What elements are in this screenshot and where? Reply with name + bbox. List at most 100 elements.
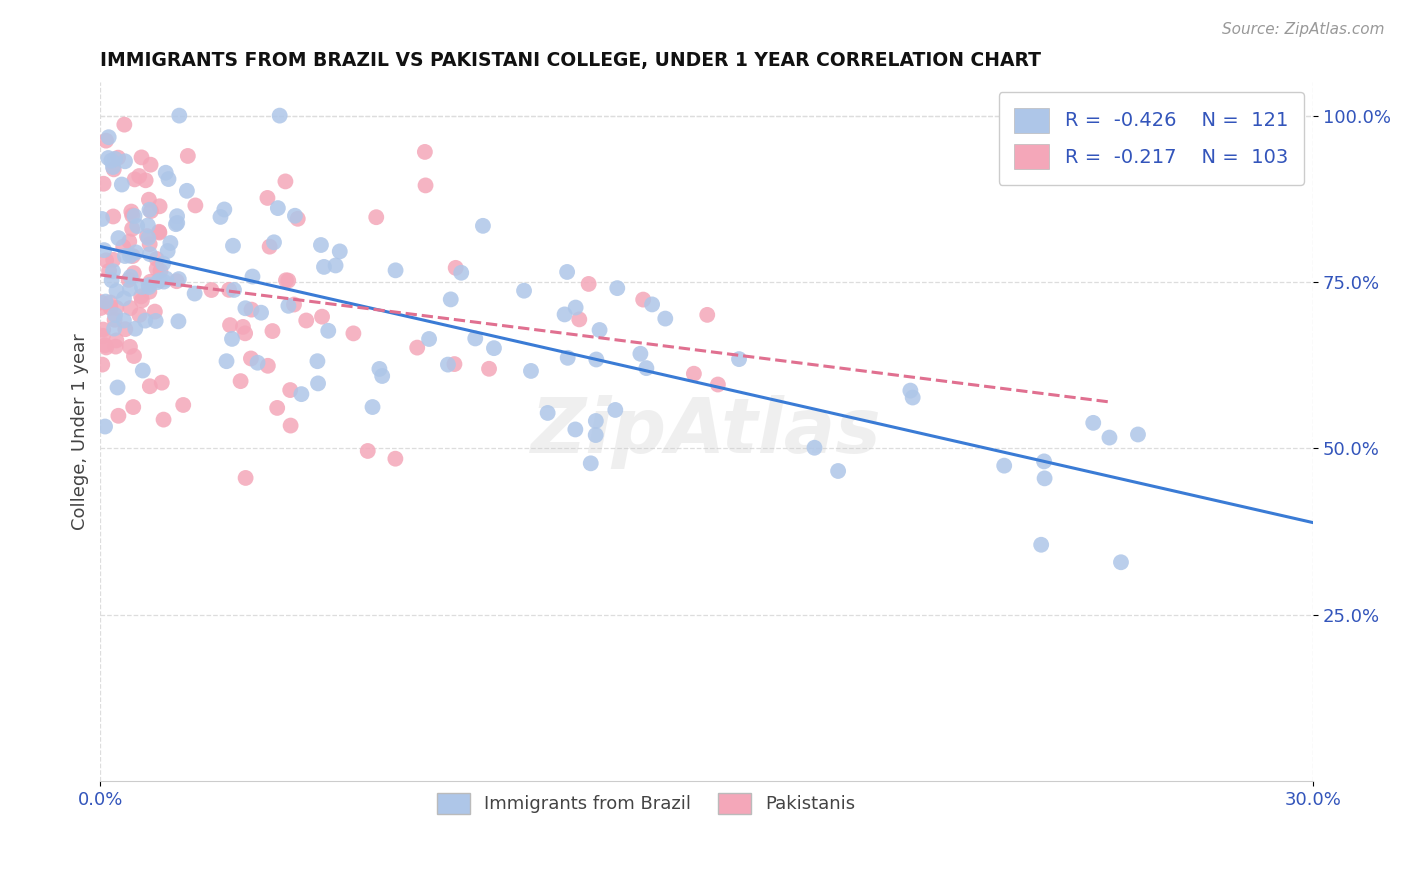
Point <box>993 458 1015 473</box>
Point <box>169 109 191 123</box>
Point <box>121 208 143 222</box>
Point <box>157 172 180 186</box>
Point <box>90 295 112 310</box>
Point <box>145 261 167 276</box>
Point <box>167 314 190 328</box>
Point <box>167 272 190 286</box>
Point <box>112 313 135 327</box>
Point <box>100 273 122 287</box>
Point <box>136 229 159 244</box>
Point <box>266 401 288 415</box>
Point <box>311 310 333 324</box>
Point <box>105 284 128 298</box>
Point <box>148 225 170 239</box>
Point <box>585 414 607 428</box>
Point <box>239 351 262 366</box>
Point <box>520 364 543 378</box>
Point <box>209 210 232 224</box>
Point <box>464 331 486 345</box>
Point <box>803 441 825 455</box>
Point <box>1033 454 1056 468</box>
Point <box>1033 471 1056 485</box>
Point <box>118 249 141 263</box>
Point <box>103 162 125 177</box>
Point <box>578 277 600 291</box>
Point <box>233 326 256 341</box>
Point <box>97 151 120 165</box>
Point <box>901 391 924 405</box>
Point <box>103 252 125 267</box>
Point <box>104 312 127 326</box>
Point <box>262 324 284 338</box>
Point <box>152 412 174 426</box>
Point <box>122 349 145 363</box>
Point <box>287 211 309 226</box>
Point <box>120 301 142 315</box>
Point <box>557 351 579 365</box>
Point <box>184 198 207 212</box>
Point <box>91 358 114 372</box>
Point <box>118 282 141 296</box>
Point <box>450 266 472 280</box>
Point <box>361 400 384 414</box>
Point <box>371 369 394 384</box>
Point <box>628 347 651 361</box>
Text: Source: ZipAtlas.com: Source: ZipAtlas.com <box>1222 22 1385 37</box>
Point <box>101 264 124 278</box>
Point <box>696 308 718 322</box>
Point <box>229 374 252 388</box>
Point <box>94 419 117 434</box>
Point <box>827 464 849 478</box>
Point <box>148 273 170 287</box>
Point <box>406 341 429 355</box>
Point <box>636 361 658 376</box>
Point <box>295 313 318 327</box>
Point <box>128 169 150 183</box>
Point <box>278 383 301 397</box>
Point <box>232 319 254 334</box>
Point <box>127 219 149 233</box>
Point <box>120 269 142 284</box>
Point <box>256 191 278 205</box>
Text: ZipAtlas: ZipAtlas <box>531 394 882 468</box>
Point <box>121 249 143 263</box>
Point <box>129 289 152 303</box>
Point <box>139 379 162 393</box>
Point <box>105 334 128 348</box>
Point <box>1083 416 1105 430</box>
Point <box>357 444 380 458</box>
Point <box>654 311 676 326</box>
Point <box>221 332 243 346</box>
Point <box>91 211 114 226</box>
Point <box>165 217 187 231</box>
Point <box>145 252 167 266</box>
Point <box>139 247 162 261</box>
Point <box>117 273 139 287</box>
Point <box>107 380 129 394</box>
Point <box>316 324 339 338</box>
Point <box>146 275 169 289</box>
Point <box>183 286 205 301</box>
Point <box>683 367 706 381</box>
Point <box>134 313 156 327</box>
Point <box>307 354 329 368</box>
Point <box>513 284 536 298</box>
Point <box>166 216 188 230</box>
Point <box>585 352 607 367</box>
Point <box>415 178 437 193</box>
Point <box>443 357 465 371</box>
Point <box>176 184 198 198</box>
Point <box>153 275 176 289</box>
Point <box>112 292 135 306</box>
Point <box>482 341 505 355</box>
Point <box>440 293 463 307</box>
Point <box>585 428 607 442</box>
Text: IMMIGRANTS FROM BRAZIL VS PAKISTANI COLLEGE, UNDER 1 YEAR CORRELATION CHART: IMMIGRANTS FROM BRAZIL VS PAKISTANI COLL… <box>100 51 1042 70</box>
Point <box>107 409 129 423</box>
Point <box>138 278 160 293</box>
Point <box>121 222 143 236</box>
Point <box>728 352 751 367</box>
Point <box>554 307 576 321</box>
Point <box>114 249 136 263</box>
Point <box>588 323 610 337</box>
